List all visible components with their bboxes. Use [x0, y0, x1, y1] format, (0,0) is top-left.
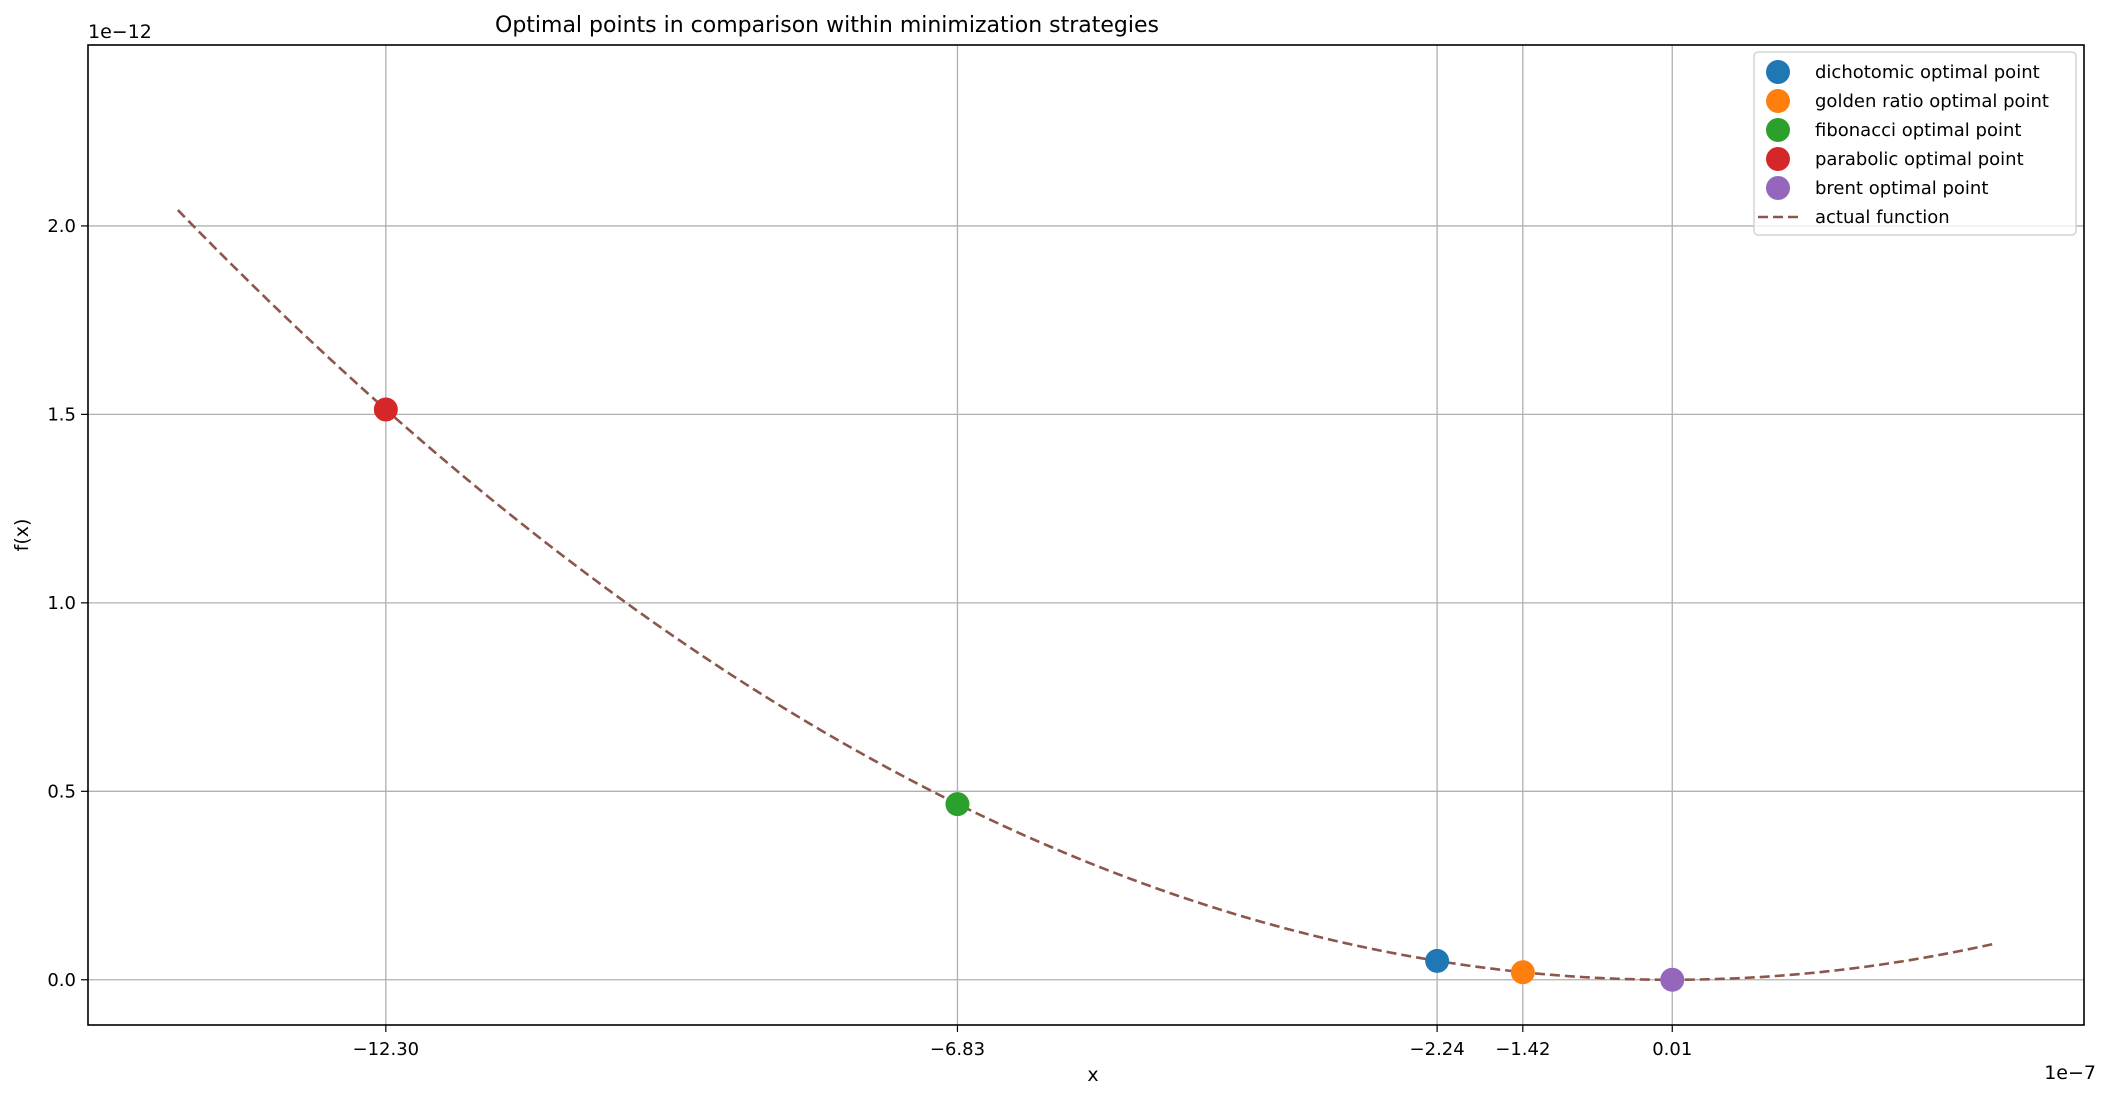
y-tick-label: 0.0 [47, 970, 76, 991]
y-tick-label: 2.0 [47, 216, 76, 237]
y-tick-label: 1.0 [47, 593, 76, 614]
brent-optimal-point [1660, 967, 1685, 992]
legend-marker [1766, 60, 1790, 84]
plot-frame [87, 44, 2085, 1026]
axis-ticks: −12.30 −6.83 −2.24 −1.42 0.01 0.0 0.5 1.0 1.5 2.0 [47, 216, 1692, 1060]
x-tick-label: −12.30 [353, 1039, 420, 1060]
x-offset-text: 1e−7 [2044, 1062, 2096, 1084]
grid [88, 45, 2084, 1025]
dichotomic-optimal-point [1425, 948, 1450, 973]
legend-marker [1766, 147, 1790, 171]
x-tick-label: −6.83 [930, 1039, 985, 1060]
x-tick-label: 0.01 [1652, 1039, 1692, 1060]
legend: dichotomic optimal point golden ratio opt… [1753, 51, 2077, 236]
x-tick-label: −2.24 [1410, 1039, 1465, 1060]
legend-label: actual function [1815, 207, 1950, 228]
y-tick-label: 1.5 [47, 404, 76, 425]
actual-function-line [176, 209, 1996, 982]
legend-label: fibonacci optimal point [1815, 120, 2021, 141]
legend-label: parabolic optimal point [1815, 149, 2024, 170]
parabolic-optimal-point [373, 397, 398, 422]
function-curve [176, 209, 1996, 982]
x-tick-label: −1.42 [1495, 1039, 1550, 1060]
chart-title: Optimal points in comparison within mini… [495, 13, 1159, 38]
golden-optimal-point [1510, 960, 1535, 985]
legend-label: dichotomic optimal point [1815, 62, 2040, 83]
optimal-points [373, 397, 1685, 992]
x-axis-label: x [1087, 1064, 1098, 1086]
legend-marker [1766, 118, 1790, 142]
y-tick-label: 0.5 [47, 781, 76, 802]
legend-marker [1766, 176, 1790, 200]
legend-label: brent optimal point [1815, 178, 1988, 199]
y-axis-label: f(x) [11, 519, 33, 552]
legend-box [1753, 51, 2077, 236]
fibonacci-optimal-point [945, 792, 970, 817]
legend-marker [1766, 89, 1790, 113]
y-offset-text: 1e−12 [88, 21, 152, 43]
legend-label: golden ratio optimal point [1815, 91, 2049, 112]
